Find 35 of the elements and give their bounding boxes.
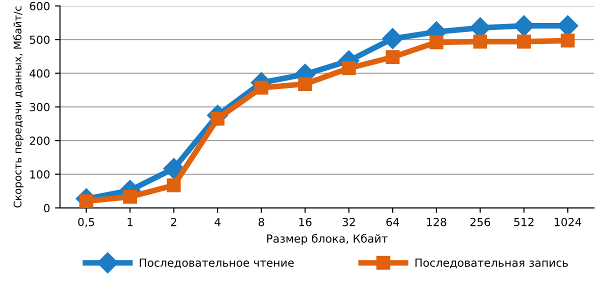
x-tick-label: 1 <box>128 218 133 226</box>
x-tick-label: 64 <box>386 218 400 226</box>
point <box>517 34 531 49</box>
legend-label: Последовательное чтение <box>140 258 294 268</box>
x-axis-title: Размер блока, Кбайт <box>267 234 388 245</box>
x-tick-label: 256 <box>470 218 490 226</box>
x-tick-label: 16 <box>299 218 312 226</box>
y-tick-label: 400 <box>30 69 50 78</box>
y-tick-label: 0 <box>44 204 50 212</box>
y-tick-label: 300 <box>30 102 50 112</box>
x-tick-label: 32 <box>342 218 355 226</box>
y-tick-label: 500 <box>30 36 50 44</box>
point <box>298 77 312 91</box>
y-tick-label: 200 <box>30 136 50 145</box>
point <box>429 35 444 50</box>
point <box>163 158 184 180</box>
point <box>342 61 356 76</box>
x-tick-label: 8 <box>258 218 264 226</box>
point <box>386 50 400 64</box>
point <box>473 34 488 49</box>
y-tick-label: 100 <box>30 170 50 179</box>
y-axis-title: Скорость передачи данных, Мбайт/с <box>13 6 24 208</box>
x-tick-label: 512 <box>514 218 534 226</box>
point <box>166 178 181 192</box>
x-tick-label: 2 <box>171 218 176 226</box>
x-tick-label: 4 <box>214 218 220 226</box>
legend-label: Последовательная запись <box>415 258 568 268</box>
x-tick-label: 1024 <box>554 218 582 226</box>
point <box>123 190 137 204</box>
point <box>560 34 575 48</box>
y-tick-label: 600 <box>30 2 50 10</box>
x-tick-label: 0,5 <box>78 218 94 228</box>
point <box>254 80 268 95</box>
point <box>382 28 404 50</box>
x-tick-label: 128 <box>427 218 446 226</box>
